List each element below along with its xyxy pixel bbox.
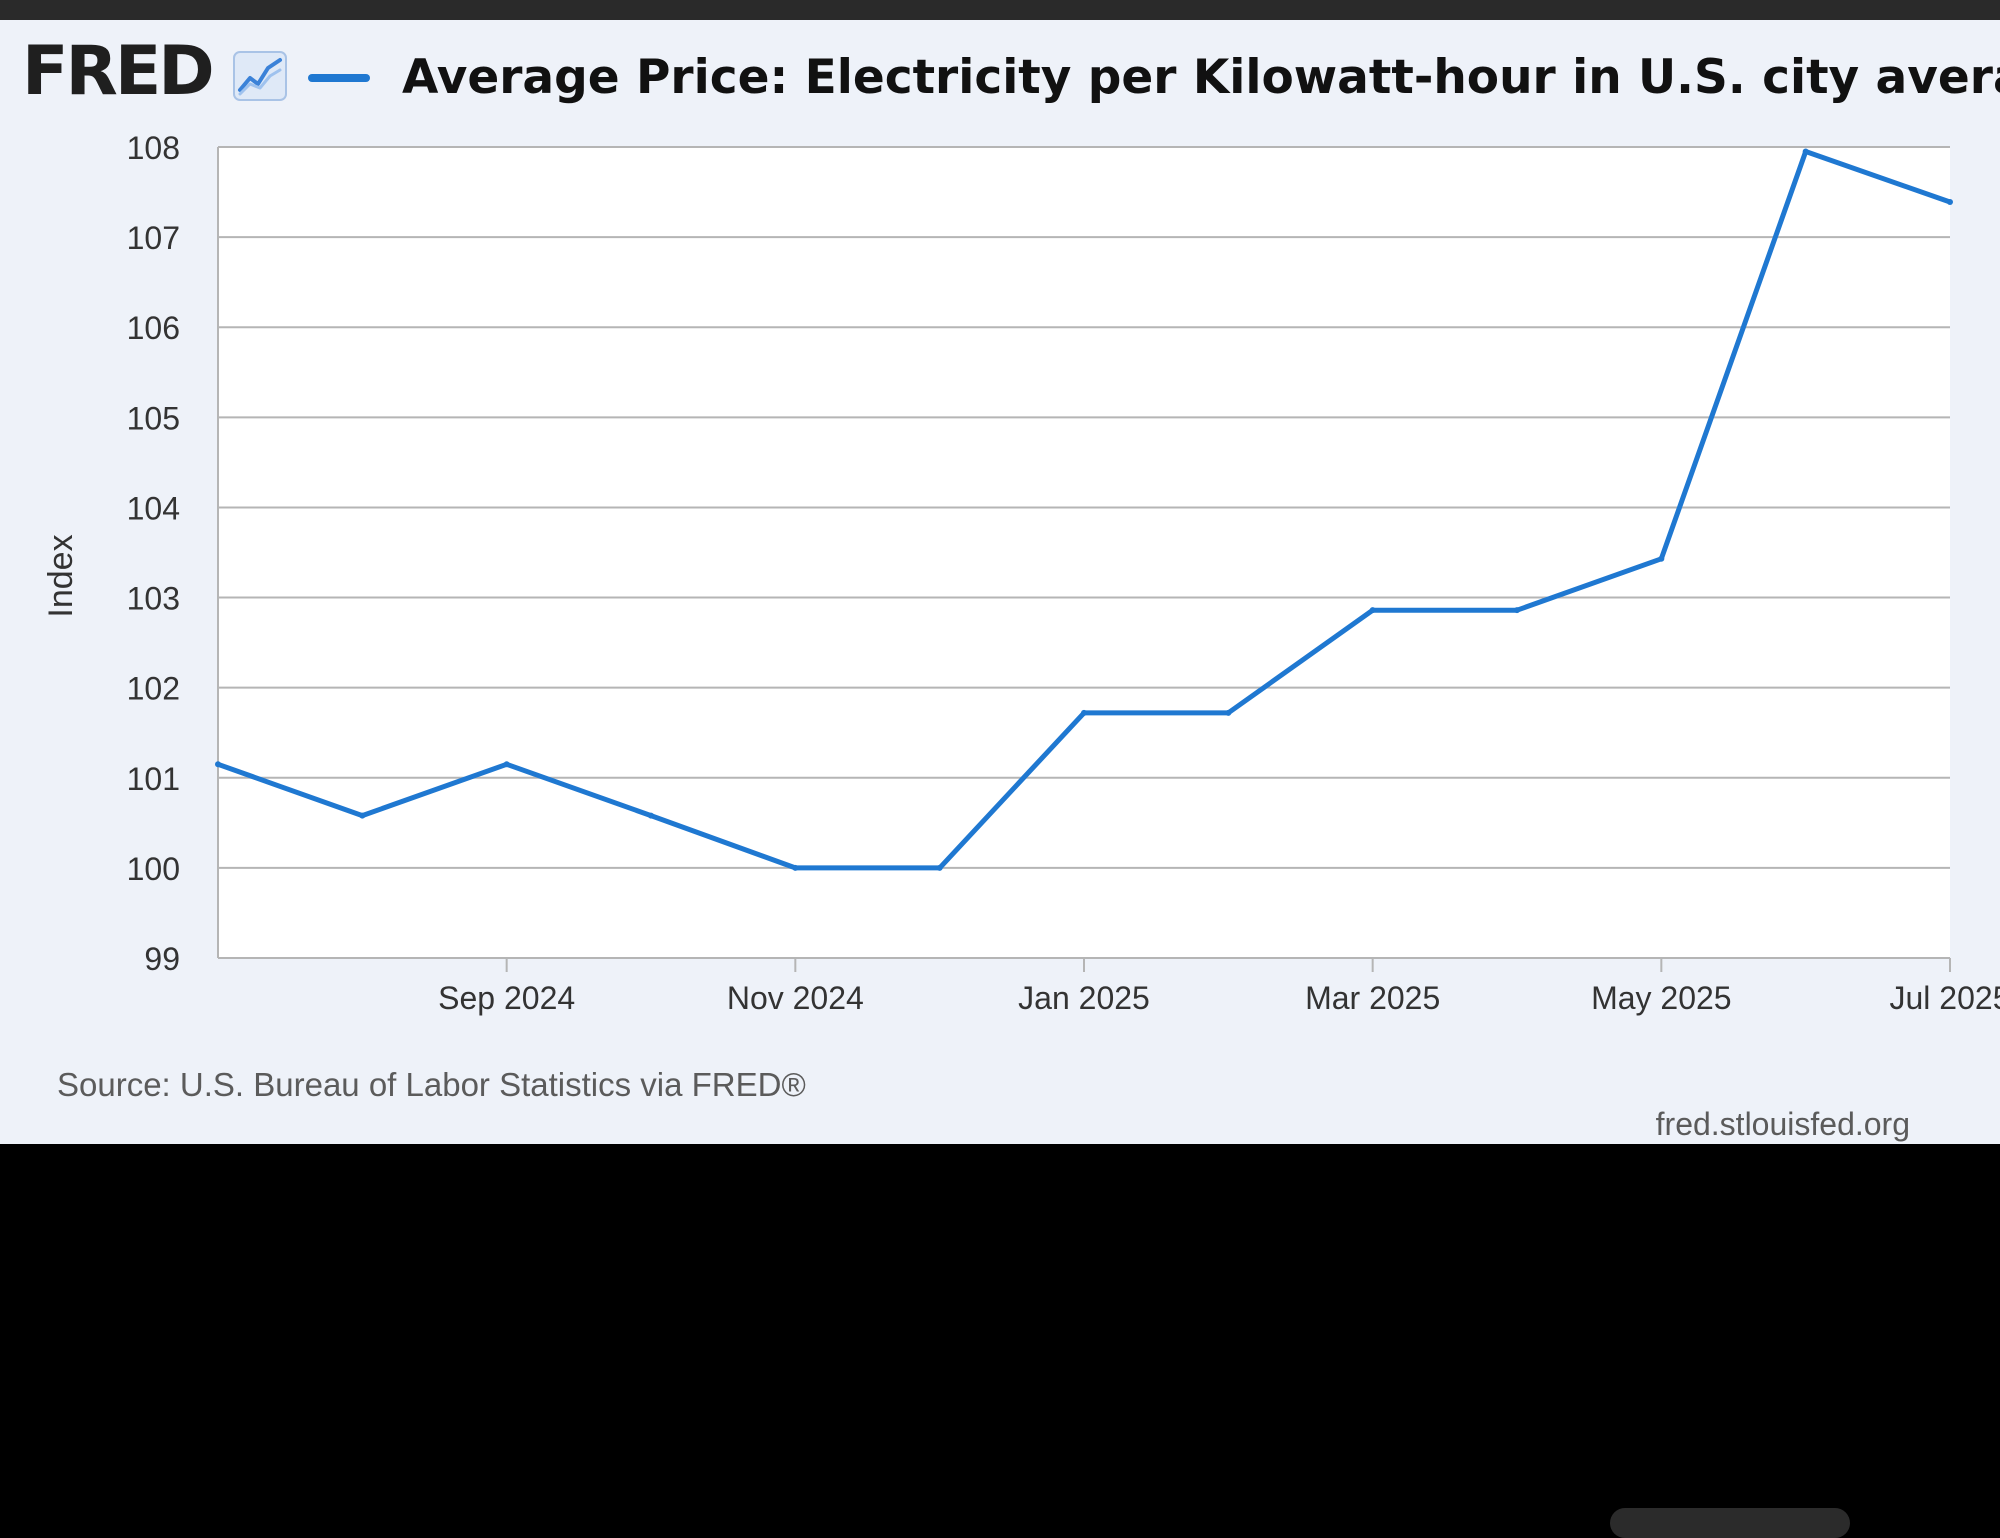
- data-point: [1514, 607, 1520, 614]
- fred-logo[interactable]: FRED: [22, 32, 215, 111]
- site-url[interactable]: fred.stlouisfed.org: [1655, 1106, 1910, 1142]
- data-point: [1658, 555, 1665, 562]
- data-point: [648, 812, 654, 819]
- chart-title: Average Price: Electricity per Kilowatt-…: [402, 50, 2000, 105]
- x-tick-label: Jul 2025: [1890, 980, 2000, 1016]
- top-strip: [0, 0, 2000, 20]
- y-axis-label: Index: [42, 534, 80, 617]
- data-point: [792, 864, 799, 871]
- y-tick-label: 102: [127, 671, 180, 707]
- x-tick-label: May 2025: [1591, 980, 1732, 1016]
- y-tick-label: 105: [127, 400, 180, 436]
- data-point: [1369, 607, 1376, 614]
- line-chart: 99 100 101 102 103 104 105 106 107 108 Sep 2024 No…: [42, 130, 2000, 1016]
- data-point: [936, 864, 943, 871]
- y-tick-label: 99: [144, 941, 180, 977]
- chart-header: FRED Average Price: Electricity per Kilo…: [0, 20, 2000, 140]
- data-point: [359, 812, 366, 819]
- y-tick-label: 108: [127, 130, 180, 166]
- y-tick-label: 103: [127, 581, 180, 617]
- x-tick-label: Sep 2024: [438, 980, 575, 1016]
- y-tick-label: 104: [127, 490, 180, 526]
- data-point: [215, 761, 221, 768]
- y-tick-label: 100: [127, 851, 180, 887]
- line-graph-icon: [233, 51, 287, 101]
- y-tick-label: 107: [127, 220, 180, 256]
- source-note: Source: U.S. Bureau of Labor Statistics …: [57, 1066, 806, 1103]
- data-point: [1081, 709, 1087, 716]
- legend-line-swatch: [308, 74, 370, 82]
- x-tick-label: Mar 2025: [1305, 980, 1440, 1016]
- data-point: [1802, 148, 1809, 155]
- fred-chart-panel: FRED Average Price: Electricity per Kilo…: [0, 20, 2000, 1144]
- data-point: [1947, 198, 1953, 205]
- y-tick-label: 106: [127, 310, 180, 346]
- data-point: [503, 761, 510, 768]
- y-tick-label: 101: [127, 761, 180, 797]
- bottom-handle: [1610, 1508, 1850, 1538]
- x-tick-label: Jan 2025: [1018, 980, 1150, 1016]
- data-point: [1225, 709, 1232, 716]
- plot-area: [218, 147, 1950, 958]
- x-tick-label: Nov 2024: [727, 980, 864, 1016]
